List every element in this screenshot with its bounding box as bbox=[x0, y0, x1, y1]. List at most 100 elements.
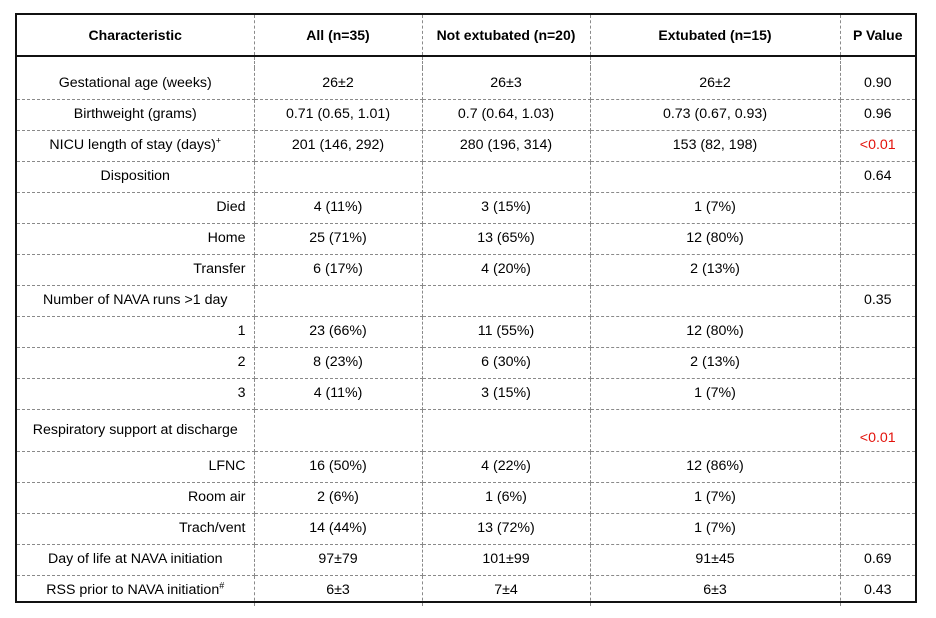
table-row: Home 25 (71%) 13 (65%) 12 (80%) bbox=[17, 223, 915, 255]
row-label-text: Birthweight (grams) bbox=[73, 106, 197, 122]
row-label-text: 1 bbox=[237, 323, 246, 339]
cell-p-value bbox=[840, 223, 915, 255]
cell-not-extubated bbox=[422, 409, 591, 452]
cell-extubated: 2 (13%) bbox=[590, 347, 841, 379]
row-sublabel: 1 bbox=[17, 316, 255, 348]
row-sublabel: Home bbox=[17, 223, 255, 255]
cell-extubated: 91±45 bbox=[590, 544, 841, 576]
cell-not-extubated: 280 (196, 314) bbox=[422, 130, 591, 162]
cell-all: 4 (11%) bbox=[254, 192, 423, 224]
cell-all: 4 (11%) bbox=[254, 378, 423, 410]
row-label: Disposition bbox=[17, 161, 255, 193]
row-label-text: Disposition bbox=[100, 168, 170, 184]
cell-extubated: 0.73 (0.67, 0.93) bbox=[590, 99, 841, 131]
cell-not-extubated: 13 (72%) bbox=[422, 513, 591, 545]
cell-all bbox=[254, 409, 423, 452]
row-label: Gestational age (weeks) bbox=[17, 68, 255, 100]
cell-all: 25 (71%) bbox=[254, 223, 423, 255]
cell-not-extubated: 1 (6%) bbox=[422, 482, 591, 514]
row-label-text: Respiratory support at discharge bbox=[32, 421, 238, 438]
cell-extubated: 12 (80%) bbox=[590, 316, 841, 348]
table-row: Transfer 6 (17%) 4 (20%) 2 (13%) bbox=[17, 254, 915, 286]
cell-all: 23 (66%) bbox=[254, 316, 423, 348]
cell-not-extubated bbox=[422, 285, 591, 317]
table-row: Died 4 (11%) 3 (15%) 1 (7%) bbox=[17, 192, 915, 224]
cell-all: 16 (50%) bbox=[254, 451, 423, 483]
header-row: Characteristic All (n=35) Not extubated … bbox=[17, 15, 915, 57]
row-label: RSS prior to NAVA initiation# bbox=[17, 575, 255, 606]
row-label-text: Trach/vent bbox=[179, 520, 246, 536]
cell-extubated: 2 (13%) bbox=[590, 254, 841, 286]
cell-not-extubated: 26±3 bbox=[422, 68, 591, 100]
cell-p-value bbox=[840, 347, 915, 379]
row-label-text: Gestational age (weeks) bbox=[58, 74, 212, 91]
cell-p-value bbox=[840, 316, 915, 348]
table-row: RSS prior to NAVA initiation# 6±3 7±4 6±3 0.… bbox=[17, 575, 915, 606]
cell-p-value bbox=[840, 482, 915, 514]
cell-all bbox=[254, 161, 423, 193]
cell-not-extubated: 11 (55%) bbox=[422, 316, 591, 348]
table-row: Gestational age (weeks) 26±2 26±3 26±2 0.90 bbox=[17, 68, 915, 100]
cell-all: 14 (44%) bbox=[254, 513, 423, 545]
table-row: Trach/vent 14 (44%) 13 (72%) 1 (7%) bbox=[17, 513, 915, 545]
table-row: Birthweight (grams) 0.71 (0.65, 1.01) 0.7 … bbox=[17, 99, 915, 131]
header-extubated: Extubated (n=15) bbox=[590, 15, 841, 57]
table-row: LFNC 16 (50%) 4 (22%) 12 (86%) bbox=[17, 451, 915, 483]
cell-not-extubated: 0.7 (0.64, 1.03) bbox=[422, 99, 591, 131]
row-label: Respiratory support at discharge bbox=[17, 409, 255, 452]
cell-extubated: 12 (86%) bbox=[590, 451, 841, 483]
table-row: 3 4 (11%) 3 (15%) 1 (7%) bbox=[17, 378, 915, 410]
row-label-text: LFNC bbox=[208, 458, 246, 474]
cell-p-value: 0.90 bbox=[840, 68, 915, 100]
cell-all bbox=[254, 285, 423, 317]
cell-all: 26±2 bbox=[254, 68, 423, 100]
cell-not-extubated: 4 (22%) bbox=[422, 451, 591, 483]
row-label-text: NICU length of stay (days) bbox=[49, 137, 216, 153]
row-label: Day of life at NAVA initiation bbox=[17, 544, 255, 576]
row-label-text: 2 bbox=[237, 354, 246, 370]
cell-p-value bbox=[840, 378, 915, 410]
footnote-marker: + bbox=[215, 135, 222, 146]
spacer-row bbox=[17, 56, 915, 68]
cell-extubated: 1 (7%) bbox=[590, 482, 841, 514]
cell-all: 0.71 (0.65, 1.01) bbox=[254, 99, 423, 131]
characteristics-table: Characteristic All (n=35) Not extubated … bbox=[17, 15, 915, 606]
row-label: Number of NAVA runs >1 day bbox=[17, 285, 255, 317]
cell-p-value: <0.01 bbox=[840, 130, 915, 162]
cell-p-value: 0.69 bbox=[840, 544, 915, 576]
cell-extubated: 6±3 bbox=[590, 575, 841, 606]
cell-p-value: <0.01 bbox=[840, 409, 915, 452]
row-sublabel: Trach/vent bbox=[17, 513, 255, 545]
cell-all: 6 (17%) bbox=[254, 254, 423, 286]
cell-extubated bbox=[590, 409, 841, 452]
cell-not-extubated: 4 (20%) bbox=[422, 254, 591, 286]
cell-p-value bbox=[840, 451, 915, 483]
header-characteristic: Characteristic bbox=[17, 15, 255, 57]
row-label-text: RSS prior to NAVA initiation bbox=[46, 582, 220, 599]
table-row: Room air 2 (6%) 1 (6%) 1 (7%) bbox=[17, 482, 915, 514]
footnote-marker: # bbox=[219, 580, 225, 591]
table-frame: Characteristic All (n=35) Not extubated … bbox=[15, 13, 917, 606]
cell-p-value: 0.35 bbox=[840, 285, 915, 317]
table-row: Number of NAVA runs >1 day 0.35 bbox=[17, 285, 915, 317]
cell-extubated bbox=[590, 285, 841, 317]
cell-not-extubated bbox=[422, 161, 591, 193]
cell-not-extubated: 101±99 bbox=[422, 544, 591, 576]
cell-all: 97±79 bbox=[254, 544, 423, 576]
cell-not-extubated: 3 (15%) bbox=[422, 192, 591, 224]
table-row: Disposition 0.64 bbox=[17, 161, 915, 193]
cell-not-extubated: 3 (15%) bbox=[422, 378, 591, 410]
row-sublabel: Room air bbox=[17, 482, 255, 514]
cell-not-extubated: 13 (65%) bbox=[422, 223, 591, 255]
cell-extubated: 153 (82, 198) bbox=[590, 130, 841, 162]
table-row: NICU length of stay (days)+ 201 (146, 292… bbox=[17, 130, 915, 162]
cell-extubated: 1 (7%) bbox=[590, 513, 841, 545]
row-label-text: Number of NAVA runs >1 day bbox=[43, 292, 228, 308]
row-label-text: Day of life at NAVA initiation bbox=[47, 551, 223, 567]
header-all: All (n=35) bbox=[254, 15, 423, 57]
row-label: Birthweight (grams) bbox=[17, 99, 255, 131]
header-not-extubated: Not extubated (n=20) bbox=[422, 15, 591, 57]
row-sublabel: 3 bbox=[17, 378, 255, 410]
cell-p-value bbox=[840, 513, 915, 545]
table-row: Respiratory support at discharge <0.01 bbox=[17, 409, 915, 452]
